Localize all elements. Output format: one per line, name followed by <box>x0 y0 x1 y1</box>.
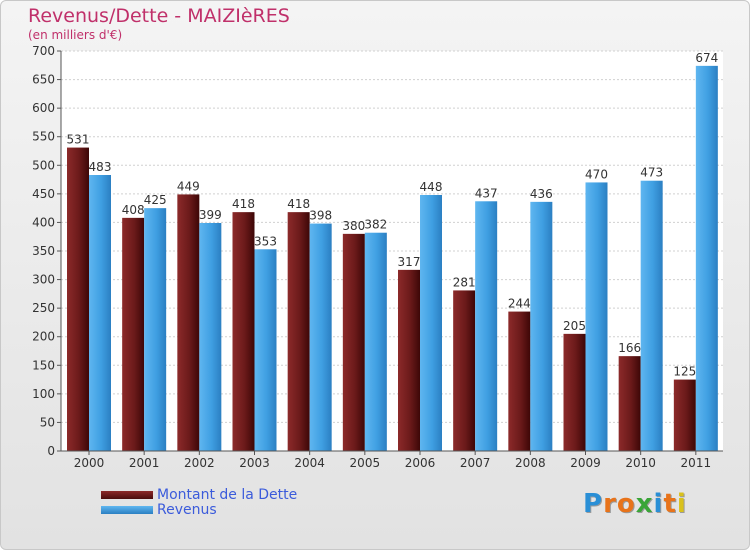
label-dette-2002: 449 <box>177 179 200 193</box>
bar-revenus-2009 <box>585 182 608 451</box>
label-revenus-2003: 353 <box>254 234 277 248</box>
bar-revenus-2001 <box>144 208 167 451</box>
bar-revenus-2008 <box>530 201 553 451</box>
label-revenus-2002: 399 <box>199 208 222 222</box>
y-tick-label: 500 <box>32 158 55 172</box>
bar-dette-2006 <box>398 269 420 451</box>
label-dette-2005: 380 <box>342 219 365 233</box>
y-tick-label: 300 <box>32 273 55 287</box>
x-tick-label: 2000 <box>74 456 105 470</box>
x-tick-label: 2002 <box>184 456 215 470</box>
chart-subtitle: (en milliers d'€) <box>28 28 123 42</box>
label-revenus-2007: 437 <box>475 186 498 200</box>
y-tick-label: 650 <box>32 73 55 87</box>
x-tick-label: 2001 <box>129 456 160 470</box>
y-tick-label: 700 <box>32 44 55 58</box>
legend-item-debt: Montant de la Dette <box>101 486 297 504</box>
y-tick-label: 400 <box>32 215 55 229</box>
bar-dette-2009 <box>563 333 586 451</box>
label-dette-2010: 166 <box>618 341 641 355</box>
logo-letter: t <box>663 489 677 519</box>
label-dette-2007: 281 <box>453 275 476 289</box>
bar-revenus-2007 <box>475 201 498 451</box>
y-tick-label: 50 <box>40 415 55 429</box>
legend-label-debt: Montant de la Dette <box>157 487 298 503</box>
label-revenus-2009: 470 <box>585 167 608 181</box>
logo-letter: x <box>635 489 654 519</box>
label-dette-2008: 244 <box>508 297 531 311</box>
x-tick-label: 2005 <box>350 456 381 470</box>
label-dette-2004: 418 <box>287 197 310 211</box>
x-tick-label: 2003 <box>239 456 270 470</box>
label-revenus-2005: 382 <box>364 218 387 232</box>
label-dette-2011: 125 <box>673 365 696 379</box>
axis-layer: 0 50 100 150 200 250 300 350 400 450 500 550 600 650 7… <box>32 44 723 470</box>
x-tick-label: 2007 <box>460 456 491 470</box>
y-tick-label: 150 <box>32 358 55 372</box>
bar-revenus-2003 <box>254 249 277 451</box>
logo-letter: o <box>616 489 636 519</box>
bar-dette-2002 <box>177 194 200 451</box>
label-revenus-2006: 448 <box>420 180 443 194</box>
bar-dette-2001 <box>122 217 145 451</box>
label-dette-2009: 205 <box>563 319 586 333</box>
bar-revenus-2011 <box>695 65 718 451</box>
bar-dette-2003 <box>232 212 255 451</box>
proxiti-logo: Proxiti <box>583 489 687 519</box>
logo-letter: r <box>603 489 617 519</box>
label-revenus-2010: 473 <box>640 166 663 180</box>
bar-revenus-2004 <box>309 223 332 451</box>
logo-letter: i <box>653 489 664 519</box>
bar-dette-2004 <box>287 212 310 451</box>
x-tick-label: 2009 <box>570 456 601 470</box>
x-tick-label: 2010 <box>625 456 656 470</box>
label-revenus-2011: 674 <box>695 51 718 65</box>
chart-title: Revenus/Dette - MAIZIèRES <box>28 5 290 27</box>
label-revenus-2001: 425 <box>144 193 167 207</box>
y-tick-label: 350 <box>32 244 55 258</box>
legend-swatch-revenus <box>101 506 153 514</box>
bar-dette-2010 <box>618 356 641 451</box>
bar-dette-2000 <box>67 147 89 452</box>
legend-item-revenus: Revenus <box>101 501 217 519</box>
bar-dette-2011 <box>673 379 696 451</box>
bars-layer <box>67 65 718 452</box>
bar-dette-2005 <box>342 233 365 451</box>
y-tick-label: 0 <box>47 444 55 458</box>
bar-dette-2007 <box>453 290 476 451</box>
bar-dette-2008 <box>508 311 531 451</box>
logo-letter: P <box>583 489 604 519</box>
x-tick-label: 2004 <box>294 456 325 470</box>
bar-revenus-2002 <box>199 223 222 451</box>
y-tick-label: 250 <box>32 301 55 315</box>
logo-letter: i <box>676 489 687 519</box>
bar-revenus-2010 <box>640 180 663 451</box>
legend-label-revenus: Revenus <box>157 502 217 518</box>
bar-revenus-2005 <box>364 232 387 451</box>
label-dette-2000: 531 <box>67 133 90 147</box>
y-tick-label: 200 <box>32 330 55 344</box>
y-tick-label: 600 <box>32 101 55 115</box>
y-tick-label: 550 <box>32 130 55 144</box>
bar-revenus-2000 <box>89 175 111 451</box>
legend-swatch-debt <box>101 491 153 499</box>
label-revenus-2004: 398 <box>309 209 332 223</box>
y-tick-label: 100 <box>32 387 55 401</box>
x-tick-label: 2008 <box>515 456 546 470</box>
plot-area <box>61 51 723 451</box>
label-dette-2003: 418 <box>232 197 255 211</box>
grid-layer <box>61 50 723 452</box>
bar-revenus-2006 <box>420 195 442 451</box>
label-revenus-2000: 483 <box>89 160 112 174</box>
x-tick-label: 2011 <box>681 456 712 470</box>
label-revenus-2008: 436 <box>530 187 553 201</box>
label-dette-2006: 317 <box>398 255 421 269</box>
y-tick-label: 450 <box>32 187 55 201</box>
x-tick-label: 2006 <box>405 456 436 470</box>
label-dette-2001: 408 <box>122 203 145 217</box>
